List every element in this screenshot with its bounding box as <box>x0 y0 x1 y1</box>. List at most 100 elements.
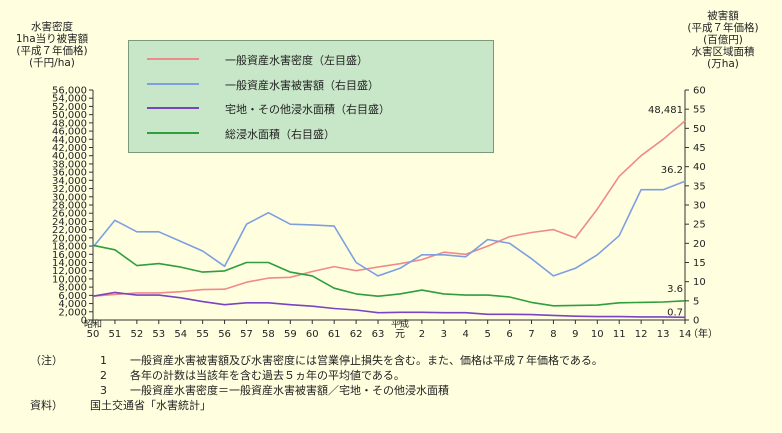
right-tick-label: 50 <box>693 124 706 135</box>
note-number: 3 <box>100 384 107 397</box>
left-axis-title: 水害密度 1ha当り被害額 (平成７年価格) (千円/ha) <box>6 21 98 69</box>
x-tick-label: 6 <box>506 329 512 340</box>
x-tick-label: 4 <box>463 329 469 340</box>
left-tick-label: 44,000 <box>52 135 87 146</box>
legend-item: 総浸水面積（右目盛） <box>129 125 493 141</box>
legend-swatch <box>147 83 199 85</box>
right-tick-label: 15 <box>693 258 706 269</box>
left-tick-label: 4,000 <box>58 299 87 310</box>
legend-swatch <box>147 58 199 60</box>
right-tick-label: 55 <box>693 105 706 116</box>
right-axis-title-line: (百億円) <box>703 34 743 46</box>
left-tick-label: 40,000 <box>52 151 87 162</box>
x-tick-label: 58 <box>262 329 275 340</box>
x-tick-label: 55 <box>196 329 209 340</box>
x-tick-label: 51 <box>109 329 122 340</box>
left-tick-label: 8,000 <box>58 283 87 294</box>
x-unit-label: （年） <box>688 327 718 340</box>
x-tick-label: 63 <box>372 329 385 340</box>
right-tick-label: 0 <box>693 316 699 327</box>
right-tick-label: 35 <box>693 181 706 192</box>
legend-label: 一般資産水害被害額（右目盛） <box>225 79 379 92</box>
series-layer <box>92 120 686 319</box>
x-tick-label: 3 <box>441 329 447 340</box>
right-tick-label: 40 <box>693 162 706 173</box>
legend-label: 一般資産水害密度（左目盛） <box>225 54 368 67</box>
left-tick-label: 6,000 <box>58 291 87 302</box>
note-line: 2 各年の計数は当該年を含む過去５ヵ年の平均値である。 <box>30 369 405 383</box>
x-tick-label: 11 <box>613 329 626 340</box>
right-axis-title-line: 被害額 <box>707 10 739 22</box>
left-tick-label: 38,000 <box>52 159 87 170</box>
data-annotation: 3.6 <box>667 284 683 295</box>
x-tick-label: 13 <box>657 329 670 340</box>
x-tick-label: 61 <box>328 329 341 340</box>
left-tick-label: 22,000 <box>52 225 87 236</box>
left-tick-label: 28,000 <box>52 201 87 212</box>
left-tick-label: 34,000 <box>52 176 87 187</box>
legend-label: 宅地・その他浸水面積（右目盛） <box>225 103 390 116</box>
note-number: 1 <box>100 354 107 367</box>
left-tick-label: 24,000 <box>52 217 87 228</box>
left-tick-label: 54,000 <box>52 94 87 105</box>
right-axis-title-line: 水害区域面積 <box>691 46 755 58</box>
x-tick-label: 57 <box>240 329 253 340</box>
x-tick-label: 53 <box>152 329 165 340</box>
right-tick-label: 10 <box>693 277 706 288</box>
legend-swatch <box>147 132 199 134</box>
x-tick-label: 5 <box>484 329 490 340</box>
data-annotation: 48,481 <box>648 105 683 116</box>
right-axis-title-line: (平成７年価格) <box>687 22 759 34</box>
data-annotation: 36.2 <box>661 165 683 176</box>
left-tick-label: 50,000 <box>52 110 87 121</box>
x-tick-label: 元 <box>395 329 405 340</box>
note-line: 3 一般資産水害密度＝一般資産水害被害額／宅地・その他浸水面積 <box>30 384 449 398</box>
left-axis-title-line: (平成７年価格) <box>16 45 88 57</box>
x-tick-label: 10 <box>591 329 604 340</box>
left-tick-label: 52,000 <box>52 102 87 113</box>
note-number: 2 <box>100 369 107 382</box>
left-tick-label: 56,000 <box>52 86 87 97</box>
x-tick-label: 59 <box>284 329 297 340</box>
note-text: 一般資産水害被害額及び水害密度には営業停止損失を含む。また、価格は平成７年価格で… <box>130 354 603 367</box>
note-label: 資料） <box>30 399 63 412</box>
x-tick-label: 60 <box>306 329 319 340</box>
right-tick-label: 20 <box>693 239 706 250</box>
x-tick-label: 50 <box>87 329 100 340</box>
left-axis-title-line: (千円/ha) <box>29 57 75 69</box>
x-tick-label: 2 <box>419 329 425 340</box>
left-tick-label: 18,000 <box>52 242 87 253</box>
annotations-layer: 48,481 36.2 3.6 0.7 <box>648 105 683 318</box>
x-tick-label: 52 <box>130 329 143 340</box>
x-tick-label: 12 <box>635 329 648 340</box>
left-tick-label: 20,000 <box>52 233 87 244</box>
x-tick-label: 56 <box>218 329 231 340</box>
chart-plot: 56,00054,00052,00050,00048,00046,00044,0… <box>52 86 718 341</box>
left-tick-label: 42,000 <box>52 143 87 154</box>
left-tick-label: 12,000 <box>52 266 87 277</box>
x-era-label-heisei: 平成 <box>391 318 409 330</box>
legend-item: 宅地・その他浸水面積（右目盛） <box>129 100 493 116</box>
legend-label: 総浸水面積（右目盛） <box>225 128 335 141</box>
x-tick-label: 7 <box>528 329 534 340</box>
x-ticks: 50 51 52 53 54 55 56 57 58 59 60 61 62 63 元 2 3 4 5 6 7 8 9 10 1… <box>84 318 718 340</box>
note-line: （注） 1 一般資産水害被害額及び水害密度には営業停止損失を含む。また、価格は平成７… <box>30 354 603 368</box>
series-line <box>92 291 686 319</box>
note-text: 一般資産水害密度＝一般資産水害被害額／宅地・その他浸水面積 <box>130 384 449 397</box>
left-tick-label: 16,000 <box>52 250 87 261</box>
series-line <box>92 244 686 307</box>
left-tick-label: 36,000 <box>52 168 87 179</box>
left-tick-label: 10,000 <box>52 274 87 285</box>
left-tick-label: 26,000 <box>52 209 87 220</box>
right-tick-label: 30 <box>693 201 706 212</box>
right-tick-label: 60 <box>693 86 706 97</box>
right-axis-title-line: (万ha) <box>707 58 739 70</box>
legend-swatch <box>147 107 199 109</box>
right-tick-label: 5 <box>693 296 699 307</box>
left-axis-title-line: 1ha当り被害額 <box>15 33 89 45</box>
x-tick-label: 54 <box>174 329 187 340</box>
left-tick-label: 48,000 <box>52 118 87 129</box>
left-axis-title-line: 水害密度 <box>31 21 73 33</box>
legend-item: 一般資産水害被害額（右目盛） <box>129 76 493 92</box>
